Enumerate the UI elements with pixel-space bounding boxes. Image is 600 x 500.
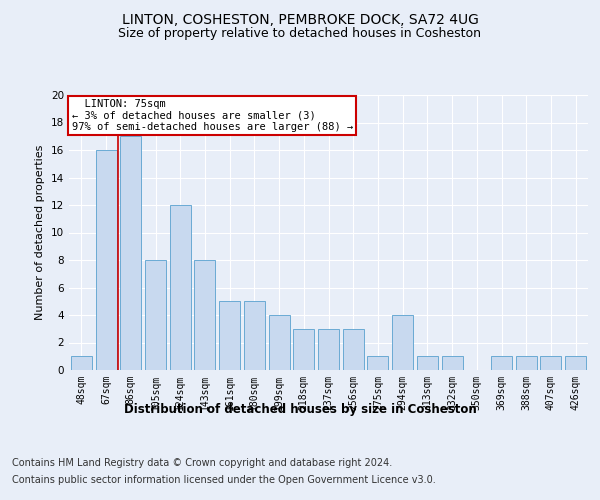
Bar: [145, 260, 166, 370]
Bar: [269, 315, 290, 370]
Bar: [293, 329, 314, 370]
Bar: [367, 356, 388, 370]
Text: Distribution of detached houses by size in Cosheston: Distribution of detached houses by size …: [124, 402, 476, 415]
Bar: [170, 205, 191, 370]
Bar: [343, 329, 364, 370]
Bar: [95, 150, 116, 370]
Bar: [417, 356, 438, 370]
Bar: [219, 301, 240, 370]
Bar: [120, 136, 141, 370]
Text: Size of property relative to detached houses in Cosheston: Size of property relative to detached ho…: [119, 28, 482, 40]
Bar: [516, 356, 537, 370]
Text: LINTON: 75sqm  
← 3% of detached houses are smaller (3)
97% of semi-detached hou: LINTON: 75sqm ← 3% of detached houses ar…: [71, 99, 353, 132]
Text: Contains public sector information licensed under the Open Government Licence v3: Contains public sector information licen…: [12, 475, 436, 485]
Bar: [71, 356, 92, 370]
Text: LINTON, COSHESTON, PEMBROKE DOCK, SA72 4UG: LINTON, COSHESTON, PEMBROKE DOCK, SA72 4…: [122, 12, 478, 26]
Text: Contains HM Land Registry data © Crown copyright and database right 2024.: Contains HM Land Registry data © Crown c…: [12, 458, 392, 468]
Bar: [392, 315, 413, 370]
Bar: [491, 356, 512, 370]
Bar: [318, 329, 339, 370]
Bar: [244, 301, 265, 370]
Bar: [194, 260, 215, 370]
Y-axis label: Number of detached properties: Number of detached properties: [35, 145, 46, 320]
Bar: [442, 356, 463, 370]
Bar: [565, 356, 586, 370]
Bar: [541, 356, 562, 370]
